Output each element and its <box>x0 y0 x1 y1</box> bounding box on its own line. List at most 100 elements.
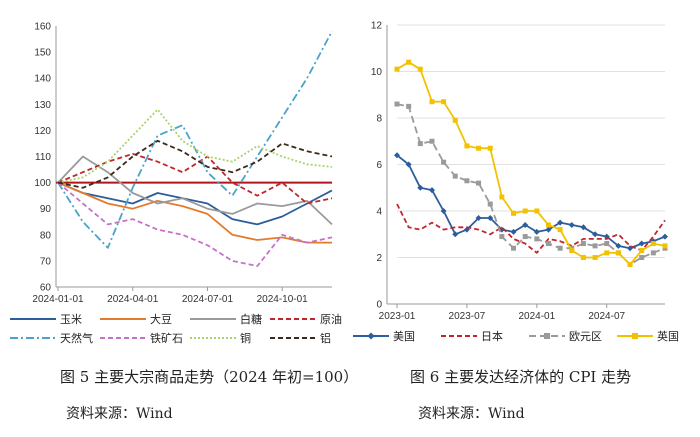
right-point <box>533 228 540 235</box>
left-y-tick-label: 130 <box>34 100 51 111</box>
left-y-tick-label: 100 <box>34 178 51 189</box>
right-y-tick-label: 4 <box>376 207 382 218</box>
right-legend-label: 日本 <box>481 329 503 343</box>
right-figure-source: 资料来源：Wind <box>418 406 525 422</box>
right-point <box>557 219 564 226</box>
left-y-tick-label: 90 <box>40 204 52 215</box>
left-series-line-0 <box>57 181 333 226</box>
right-legend-label: 欧元区 <box>569 330 602 343</box>
right-point <box>592 231 599 238</box>
left-figure-caption: 图 5 主要大宗商品走势（2024 年初=100） <box>60 368 359 386</box>
right-series-line-1 <box>396 203 666 254</box>
commodity-chart: 60 70 80 90 100 110 120 130 140 150 160 2024-01-01 2… <box>10 22 342 345</box>
right-legend-label: 英国 <box>657 329 679 343</box>
right-point <box>522 234 528 240</box>
right-point <box>545 226 552 233</box>
right-point <box>557 245 563 251</box>
right-x-tick-label: 2024-01 <box>518 311 555 322</box>
left-y-tick-label: 70 <box>40 256 52 267</box>
left-x-tick-label: 2024-07-01 <box>182 294 234 305</box>
right-point <box>487 214 494 221</box>
left-legend-label: 玉米 <box>60 313 82 326</box>
left-figure-source: 资料来源：Wind <box>66 406 173 422</box>
right-point <box>476 180 482 186</box>
right-point <box>511 245 517 251</box>
right-point <box>406 59 412 65</box>
right-series-line-3 <box>396 61 666 266</box>
right-point <box>499 234 505 240</box>
right-point <box>568 221 575 228</box>
right-point <box>604 250 610 256</box>
right-point <box>662 233 668 240</box>
left-series-line-6 <box>57 108 333 184</box>
right-point <box>464 178 470 184</box>
left-y-tick-label: 80 <box>40 230 52 241</box>
right-point <box>545 222 551 228</box>
right-point <box>406 103 412 109</box>
left-x-tick-label: 2024-04-01 <box>107 294 159 305</box>
right-point <box>638 240 645 247</box>
right-point <box>650 241 656 247</box>
right-point <box>464 143 470 149</box>
right-point <box>580 224 587 231</box>
right-point <box>487 145 493 151</box>
right-point <box>522 221 529 228</box>
right-point <box>417 66 423 72</box>
left-y-tick-label: 150 <box>34 48 51 59</box>
right-legend-marker <box>367 332 375 340</box>
right-point <box>522 208 528 214</box>
left-legend-label: 天然气 <box>60 331 93 345</box>
right-x-tick-label: 2023-01 <box>379 311 416 322</box>
left-x-tick-label: 2024-01-01 <box>32 294 84 305</box>
right-point <box>394 101 400 107</box>
left-series-line-5 <box>57 181 333 267</box>
right-point <box>511 210 517 216</box>
left-legend-label: 铝 <box>320 331 331 345</box>
right-point <box>569 248 575 254</box>
left-series-line-4 <box>57 30 333 249</box>
right-legend-marker <box>544 333 550 339</box>
right-point <box>441 99 447 105</box>
right-y-tick-label: 8 <box>376 114 382 125</box>
right-point <box>592 243 598 249</box>
right-y-tick-label: 10 <box>371 67 383 78</box>
right-legend-label: 美国 <box>393 330 415 343</box>
right-point <box>429 99 435 105</box>
right-point <box>394 66 400 72</box>
right-point <box>429 138 435 144</box>
left-legend-label: 铜 <box>240 331 251 345</box>
right-point <box>580 255 586 260</box>
right-point <box>639 248 645 254</box>
cpi-chart: 0 2 4 6 8 10 12 2023-01 2023-07 2024-01 2024-07 美国 日… <box>353 21 679 343</box>
right-y-tick-label: 12 <box>371 21 383 32</box>
right-point <box>452 117 458 123</box>
left-y-tick-label: 140 <box>34 74 51 85</box>
right-point <box>650 250 656 256</box>
right-legend-marker <box>632 333 638 339</box>
right-y-tick-label: 0 <box>376 300 382 311</box>
right-point <box>534 208 540 214</box>
right-point <box>604 241 610 247</box>
right-point <box>405 161 412 168</box>
left-y-tick-label: 60 <box>40 283 52 294</box>
right-point <box>545 241 551 247</box>
left-series-line-1 <box>57 181 332 244</box>
right-y-tick-label: 2 <box>376 253 382 264</box>
left-legend-label: 大豆 <box>150 312 172 326</box>
left-y-tick-label: 110 <box>35 152 51 163</box>
right-point <box>417 141 423 147</box>
right-point <box>440 208 447 214</box>
left-legend-label: 白糖 <box>240 312 262 326</box>
right-point <box>534 236 540 242</box>
right-point <box>662 243 668 249</box>
right-point <box>510 228 517 235</box>
right-series-line-2 <box>396 103 666 266</box>
right-figure-caption: 图 6 主要发达经济体的 CPI 走势 <box>410 368 632 386</box>
right-series-line-0 <box>396 154 666 250</box>
right-point <box>499 194 505 200</box>
left-series-line-3 <box>57 153 333 205</box>
right-point <box>476 145 482 151</box>
right-x-tick-label: 2024-07 <box>588 311 625 322</box>
right-point <box>615 250 621 256</box>
right-point <box>627 261 633 267</box>
